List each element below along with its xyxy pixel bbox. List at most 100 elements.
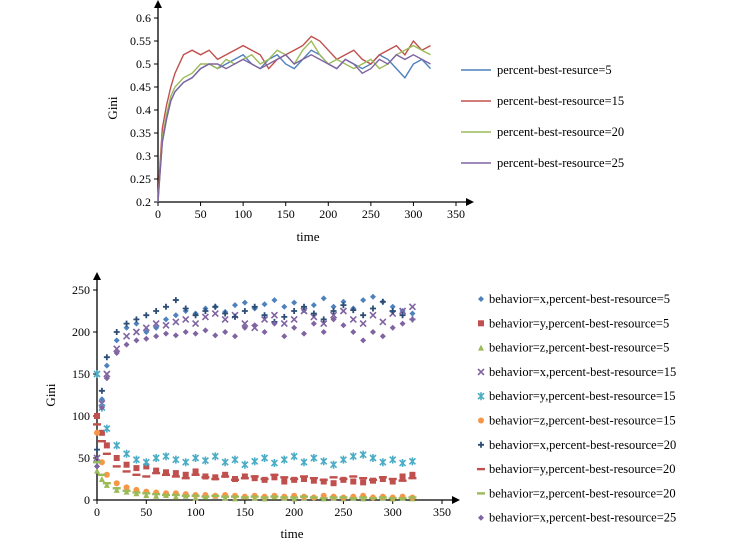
chart2-legend-label: behavior=x,percent-best-resource=15 bbox=[489, 365, 676, 379]
chart2-point bbox=[310, 302, 317, 309]
chart1-axes: 0 50 100 150 200 250 300 350 0.2 0.25 0.3 0.35 0.4 0.… bbox=[130, 0, 474, 221]
chart2-legend-label: behavior=y,percent-best-resource=5 bbox=[489, 316, 669, 330]
chart2-point bbox=[201, 476, 210, 479]
chart2-ytick-label: 0 bbox=[84, 493, 90, 507]
chart2-legend-label: behavior=z,percent-best-resource=15 bbox=[489, 414, 676, 428]
chart2-point bbox=[172, 318, 180, 326]
chart2-point bbox=[133, 320, 140, 327]
chart2-point bbox=[399, 459, 407, 468]
chart2-point bbox=[132, 328, 140, 336]
chart2-point bbox=[192, 468, 199, 475]
chart2-point bbox=[270, 311, 278, 319]
chart2-point bbox=[93, 423, 101, 426]
chart2-point bbox=[330, 311, 338, 319]
chart2-legend-label: behavior=x,percent-best-resource=20 bbox=[489, 438, 676, 452]
chart2-point bbox=[103, 442, 110, 449]
chart2-point bbox=[300, 307, 308, 315]
chart2-point bbox=[123, 332, 131, 340]
chart2-point bbox=[162, 321, 170, 329]
chart2-point bbox=[181, 476, 190, 480]
chart2-point bbox=[132, 491, 141, 494]
chart2-point bbox=[133, 337, 140, 344]
chart2-point bbox=[408, 476, 417, 480]
chart2-point bbox=[231, 478, 239, 482]
chart2-point bbox=[340, 298, 347, 305]
chart2-point bbox=[330, 308, 337, 314]
chart2-point bbox=[379, 298, 386, 305]
chart1-xtick-label: 50 bbox=[195, 207, 207, 221]
chart2-point bbox=[98, 387, 105, 394]
chart2-point bbox=[349, 315, 357, 323]
chart2-point bbox=[270, 473, 279, 476]
chart2-point bbox=[291, 308, 298, 314]
chart1-xtick-label: 100 bbox=[234, 207, 252, 221]
chart2-point bbox=[133, 465, 140, 472]
chart2-point bbox=[93, 370, 101, 378]
chart2-point bbox=[359, 476, 368, 480]
chart2-point bbox=[123, 320, 130, 327]
chart2-point bbox=[211, 452, 219, 461]
chart2-point bbox=[320, 478, 327, 485]
chart2-point bbox=[301, 303, 307, 310]
chart2-point bbox=[153, 324, 160, 331]
chart2-point bbox=[290, 315, 298, 323]
chart2-point bbox=[113, 455, 120, 461]
chart2-point bbox=[102, 482, 111, 485]
chart2-point bbox=[212, 332, 219, 339]
chart2-point bbox=[98, 404, 105, 411]
chart2-point bbox=[142, 475, 151, 478]
chart2-legend-marker bbox=[478, 296, 484, 302]
chart2-point bbox=[349, 452, 357, 461]
chart2-point bbox=[123, 461, 130, 468]
chart1-ytick-label: 0.25 bbox=[130, 172, 151, 186]
chart2-point bbox=[409, 316, 416, 323]
chart2-point bbox=[122, 489, 131, 492]
chart1-xtick-label: 0 bbox=[155, 207, 161, 221]
chart2-xlabel: time bbox=[280, 526, 303, 541]
chart2-point bbox=[320, 295, 327, 302]
chart2-xtick-label: 0 bbox=[94, 505, 100, 519]
chart2-legend-label: behavior=y,percent-best-resource=20 bbox=[489, 462, 675, 476]
chart2-point bbox=[301, 330, 307, 337]
chart2-point bbox=[133, 316, 140, 323]
chart2-point bbox=[251, 322, 258, 329]
chart2-point bbox=[360, 312, 367, 319]
chart2-point bbox=[102, 452, 111, 455]
chart2-series-5 bbox=[93, 370, 416, 469]
chart2-point bbox=[359, 320, 367, 328]
chart2-point bbox=[241, 324, 248, 331]
chart2-point bbox=[103, 471, 110, 478]
chart2-point bbox=[310, 454, 318, 462]
chart2-point bbox=[281, 333, 288, 340]
chart-gini-scatter: 0 50 100 150 200 250 300 350 0 50 100 150 200 250 tim… bbox=[43, 272, 676, 541]
chart2-point bbox=[231, 455, 239, 464]
chart2-point bbox=[320, 329, 327, 335]
chart2-point bbox=[191, 473, 200, 476]
chart2-point bbox=[350, 478, 357, 485]
chart2-point bbox=[192, 312, 199, 319]
chart2-point bbox=[339, 307, 347, 315]
chart2-point bbox=[379, 318, 387, 326]
chart2-point bbox=[280, 476, 289, 479]
chart2-point bbox=[270, 495, 279, 498]
chart2-point bbox=[241, 460, 249, 469]
chart2-legend-marker bbox=[478, 344, 484, 351]
chart2-point bbox=[182, 305, 189, 312]
chart2-point bbox=[123, 449, 131, 458]
chart2-point bbox=[113, 486, 120, 493]
chart2-point bbox=[232, 302, 238, 309]
chart2-point bbox=[94, 429, 100, 436]
chart2-point bbox=[281, 303, 288, 310]
chart2-x-arrow bbox=[452, 496, 460, 504]
chart2-point bbox=[212, 303, 219, 310]
chart2-point bbox=[172, 493, 179, 500]
chart2-legend-label: behavior=z,percent-best-resource=5 bbox=[489, 341, 669, 355]
chart2-point bbox=[408, 457, 416, 466]
chart2-point bbox=[153, 333, 160, 340]
chart2-point bbox=[181, 494, 190, 497]
chart2-point bbox=[310, 313, 318, 321]
chart2-legend-marker bbox=[478, 441, 484, 448]
chart2-point bbox=[172, 455, 180, 464]
chart2-point bbox=[222, 471, 229, 478]
